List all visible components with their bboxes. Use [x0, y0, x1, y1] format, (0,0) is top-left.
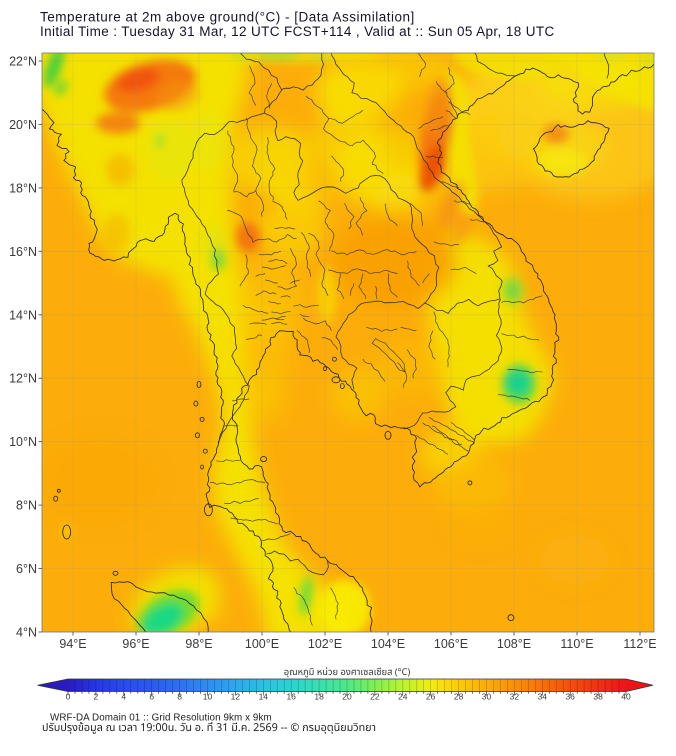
svg-text:106°E: 106°E — [434, 637, 468, 651]
svg-text:112°E: 112°E — [623, 637, 656, 651]
svg-text:98°E: 98°E — [185, 637, 212, 651]
svg-text:0: 0 — [66, 692, 71, 702]
svg-text:20°N: 20°N — [9, 118, 37, 132]
svg-text:14: 14 — [259, 692, 269, 702]
svg-text:16°N: 16°N — [9, 245, 37, 259]
svg-text:108°E: 108°E — [497, 637, 531, 651]
svg-text:28: 28 — [454, 692, 464, 702]
svg-text:22°N: 22°N — [9, 55, 37, 69]
svg-text:30: 30 — [482, 692, 492, 702]
svg-text:26: 26 — [426, 692, 436, 702]
svg-text:34: 34 — [538, 692, 548, 702]
svg-text:94°E: 94°E — [59, 637, 86, 651]
svg-text:18: 18 — [314, 692, 324, 702]
svg-text:8: 8 — [177, 692, 182, 702]
svg-text:12: 12 — [231, 692, 241, 702]
svg-text:12°N: 12°N — [9, 372, 37, 386]
svg-text:100°E: 100°E — [245, 637, 279, 651]
svg-text:6: 6 — [149, 692, 154, 702]
svg-text:32: 32 — [510, 692, 520, 702]
svg-text:96°E: 96°E — [122, 637, 149, 651]
svg-text:WRF-DA Domain 01 :: Grid Resol: WRF-DA Domain 01 :: Grid Resolution 9km … — [50, 713, 272, 724]
svg-text:36: 36 — [565, 692, 575, 702]
svg-text:4°N: 4°N — [16, 626, 37, 640]
svg-text:Initial Time : Tuesday 31 Mar,: Initial Time : Tuesday 31 Mar, 12 UTC FC… — [40, 24, 555, 39]
svg-text:102°E: 102°E — [308, 637, 342, 651]
svg-text:22: 22 — [370, 692, 380, 702]
svg-text:10: 10 — [203, 692, 213, 702]
svg-text:18°N: 18°N — [9, 181, 37, 195]
svg-text:10°N: 10°N — [9, 435, 37, 449]
svg-text:6°N: 6°N — [16, 562, 37, 576]
svg-text:38: 38 — [593, 692, 603, 702]
svg-text:14°N: 14°N — [9, 308, 37, 322]
svg-text:4: 4 — [121, 692, 126, 702]
svg-text:Temperature at 2m above ground: Temperature at 2m above ground(°C) - [Da… — [40, 10, 415, 25]
svg-text:40: 40 — [621, 692, 631, 702]
svg-text:8°N: 8°N — [16, 499, 37, 513]
svg-text:2: 2 — [94, 692, 99, 702]
svg-text:16: 16 — [286, 692, 296, 702]
svg-text:20: 20 — [342, 692, 352, 702]
svg-text:104°E: 104°E — [371, 637, 405, 651]
svg-text:24: 24 — [398, 692, 408, 702]
svg-text:110°E: 110°E — [560, 637, 593, 651]
